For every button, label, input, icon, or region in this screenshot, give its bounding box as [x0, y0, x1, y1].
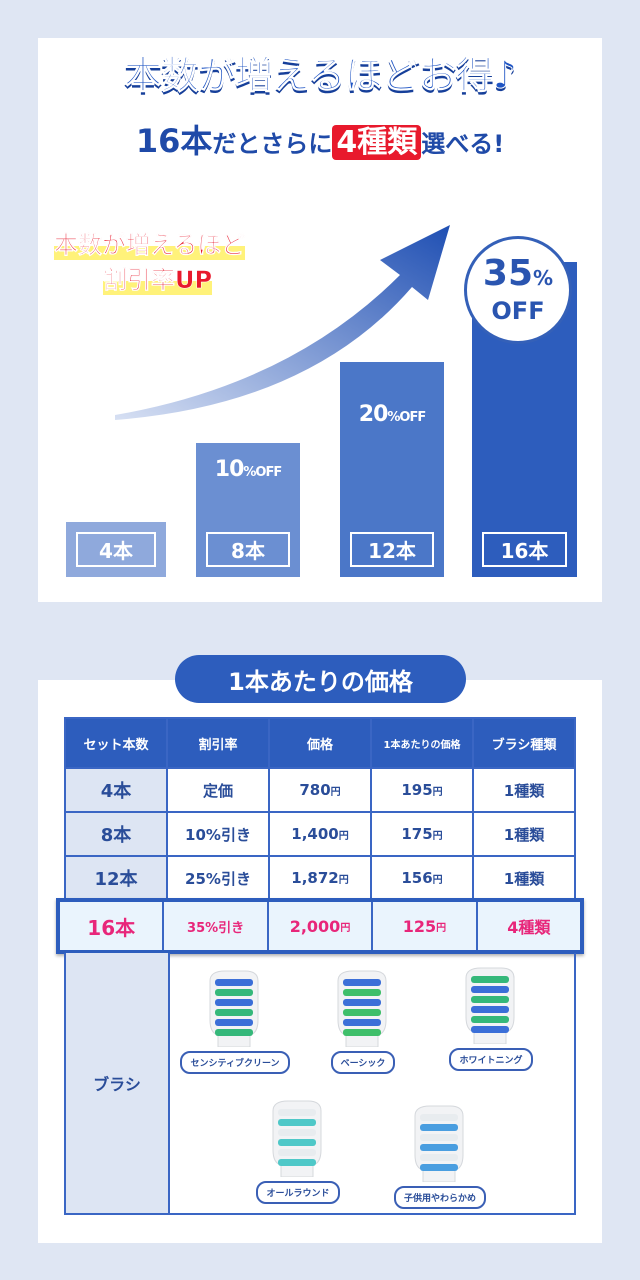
- page-title: 本数が増えるほどお得♪: [123, 53, 517, 98]
- table-row: 8本 10%引き 1,400円 175円 1種類: [64, 811, 576, 857]
- brush-item: オールラウンド: [233, 1095, 363, 1204]
- brush-type-tag: ホワイトニング: [449, 1048, 533, 1071]
- bar-label: 4本: [76, 532, 156, 567]
- bar-12: 20%OFF 12本: [340, 362, 444, 577]
- table-row: 12本 25%引き 1,872円 156円 1種類: [64, 855, 576, 901]
- table-row: 4本 定価 780円 195円 1種類: [64, 767, 576, 813]
- brush-type-tag: センシティブクリーン: [180, 1051, 290, 1074]
- brush-type-tag: ベーシック: [330, 1051, 396, 1074]
- price-table: セット本数 割引率 価格 1本あたりの価格 ブラシ種類 4本 定価 780円 195円 1種類 …: [64, 717, 576, 901]
- brush-label: ブラシ: [66, 953, 170, 1213]
- toothbrush-head-icon: [465, 967, 515, 1045]
- max-discount-badge: 35% OFF: [464, 236, 572, 344]
- table-header: セット本数 割引率 価格 1本あたりの価格 ブラシ種類: [64, 717, 576, 769]
- bar-discount: 10%OFF: [214, 457, 282, 482]
- toothbrush-head-icon: [337, 970, 387, 1048]
- growth-arrow-icon: [115, 225, 450, 420]
- subtitle-mid: だとさらに: [212, 130, 333, 158]
- subtitle-end: 選べる!: [421, 130, 505, 158]
- toothbrush-head-icon: [272, 1100, 322, 1178]
- brush-type-tag: オールラウンド: [256, 1181, 340, 1204]
- subtitle-highlight: 4種類: [332, 125, 422, 160]
- bar-4: 4本: [66, 522, 166, 577]
- bar-label: 12本: [350, 532, 434, 567]
- price-section-title: 1本あたりの価格: [175, 655, 466, 703]
- highlight-row: 16本 35%引き 2,000 円 125 円 4種類: [56, 898, 584, 954]
- brush-row: ブラシ: [64, 953, 576, 1215]
- promo-line1: 本数が増えるほど: [54, 225, 246, 260]
- brush-item: センシティブクリーン: [170, 965, 300, 1074]
- bar-label: 8本: [206, 532, 290, 567]
- bar-discount: 20%OFF: [358, 402, 426, 427]
- toothbrush-head-icon: [414, 1105, 464, 1183]
- brush-type-tag: 子供用やわらかめ: [393, 1186, 486, 1209]
- brush-item: ホワイトニング: [426, 962, 556, 1071]
- bar-8: 10%OFF 8本: [196, 443, 300, 577]
- subtitle-count: 16本: [135, 122, 213, 160]
- promo-line2: 割引率UP: [103, 260, 212, 295]
- brush-item: 子供用やわらかめ: [375, 1100, 505, 1209]
- subtitle: 16本だとさらに 4種類 選べる!: [0, 116, 640, 162]
- brush-item: ベーシック: [298, 965, 428, 1074]
- bar-label: 16本: [482, 532, 567, 567]
- toothbrush-head-icon: [209, 970, 259, 1048]
